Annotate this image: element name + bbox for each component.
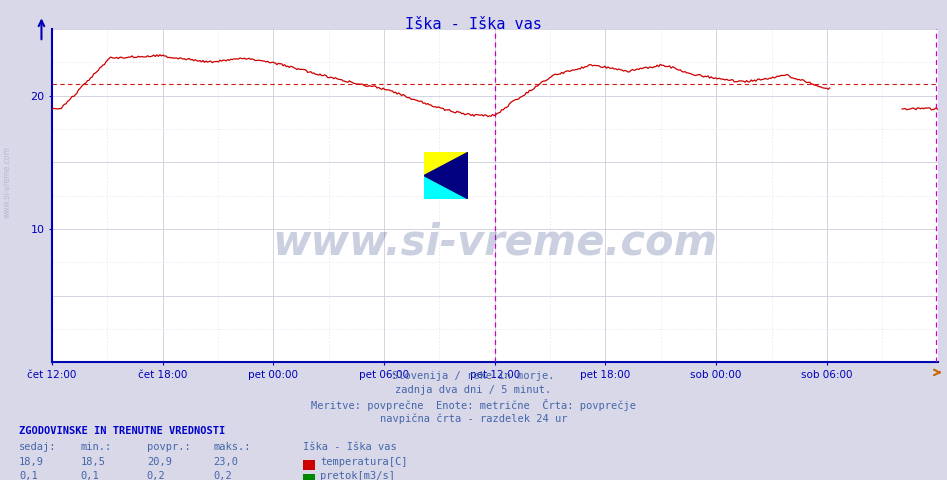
Text: Slovenija / reke in morje.: Slovenija / reke in morje. bbox=[392, 371, 555, 381]
Polygon shape bbox=[424, 152, 468, 176]
Text: povpr.:: povpr.: bbox=[147, 442, 190, 452]
Text: www.si-vreme.com: www.si-vreme.com bbox=[3, 146, 12, 218]
Text: 0,1: 0,1 bbox=[80, 471, 99, 480]
Text: zadnja dva dni / 5 minut.: zadnja dva dni / 5 minut. bbox=[396, 385, 551, 395]
Text: www.si-vreme.com: www.si-vreme.com bbox=[273, 221, 717, 264]
Polygon shape bbox=[424, 176, 468, 199]
Text: 0,2: 0,2 bbox=[147, 471, 166, 480]
Polygon shape bbox=[446, 152, 468, 199]
Text: pretok[m3/s]: pretok[m3/s] bbox=[320, 471, 395, 480]
Text: 0,2: 0,2 bbox=[213, 471, 232, 480]
Text: 18,9: 18,9 bbox=[19, 456, 44, 467]
Text: maks.:: maks.: bbox=[213, 442, 251, 452]
Bar bbox=[424, 152, 446, 176]
Text: navpična črta - razdelek 24 ur: navpična črta - razdelek 24 ur bbox=[380, 414, 567, 424]
Bar bbox=[424, 176, 446, 199]
Text: Iška - Iška vas: Iška - Iška vas bbox=[405, 17, 542, 32]
Text: Iška - Iška vas: Iška - Iška vas bbox=[303, 442, 397, 452]
Text: 20,9: 20,9 bbox=[147, 456, 171, 467]
Text: min.:: min.: bbox=[80, 442, 112, 452]
Text: ZGODOVINSKE IN TRENUTNE VREDNOSTI: ZGODOVINSKE IN TRENUTNE VREDNOSTI bbox=[19, 426, 225, 436]
Polygon shape bbox=[424, 152, 468, 176]
Text: sedaj:: sedaj: bbox=[19, 442, 57, 452]
Text: 0,1: 0,1 bbox=[19, 471, 38, 480]
Polygon shape bbox=[424, 176, 468, 199]
Text: Meritve: povprečne  Enote: metrične  Črta: povprečje: Meritve: povprečne Enote: metrične Črta:… bbox=[311, 399, 636, 411]
Polygon shape bbox=[424, 152, 468, 199]
Text: 23,0: 23,0 bbox=[213, 456, 238, 467]
Text: temperatura[C]: temperatura[C] bbox=[320, 456, 407, 467]
Text: 18,5: 18,5 bbox=[80, 456, 105, 467]
